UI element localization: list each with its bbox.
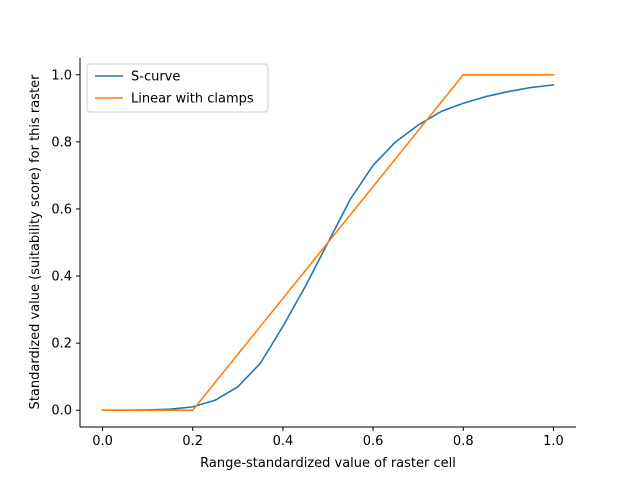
- x-tick-label: 0.8: [453, 434, 474, 449]
- y-tick-label: 0.6: [51, 202, 72, 217]
- legend: S-curve Linear with clamps: [86, 63, 269, 113]
- x-tick-label: 0.6: [363, 434, 384, 449]
- y-tick-label: 0.2: [51, 337, 72, 352]
- y-axis: 0.0 0.2 0.4 0.6 0.8 1.0: [51, 58, 81, 427]
- x-tick-label: 1.0: [543, 434, 564, 449]
- series-line-1: [101, 83, 555, 412]
- x-tick-label: 0.4: [273, 434, 294, 449]
- plot-area: [101, 73, 555, 412]
- x-axis-label: Range-standardized value of raster cell: [200, 456, 456, 471]
- y-tick-label: 0.0: [51, 404, 72, 419]
- x-tick-label: 0.0: [92, 434, 113, 449]
- legend-label-1: S-curve: [131, 70, 180, 85]
- legend-box: [86, 63, 269, 113]
- y-tick-label: 0.8: [51, 135, 72, 150]
- series-line-2: [101, 73, 555, 412]
- y-axis-label: Standardized value (suitability score) f…: [28, 74, 43, 410]
- x-tick-label: 0.2: [182, 434, 203, 449]
- y-tick-label: 0.4: [51, 270, 72, 285]
- x-axis: 0.0 0.2 0.4 0.6 0.8 1.0: [80, 426, 576, 449]
- legend-label-2: Linear with clamps: [131, 92, 254, 107]
- y-tick-label: 1.0: [51, 68, 72, 83]
